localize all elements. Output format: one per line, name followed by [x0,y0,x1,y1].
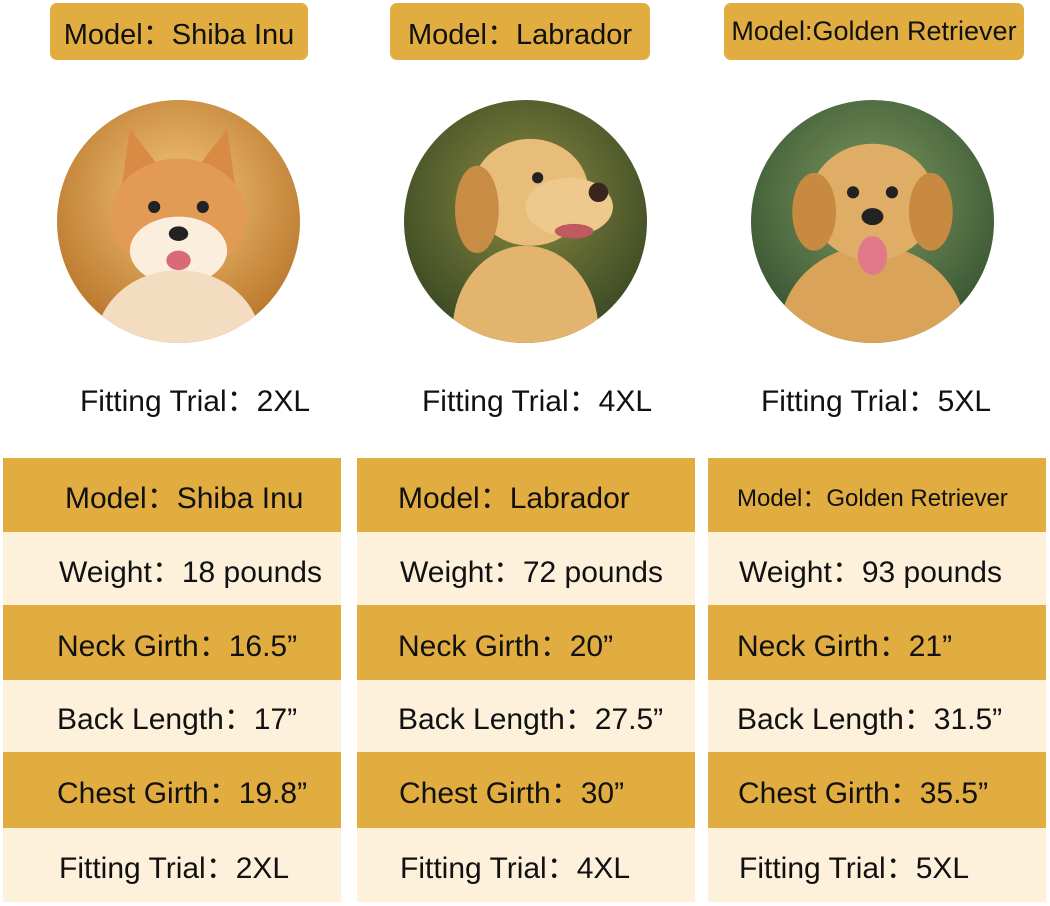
model-label-labrador: Model：Labrador [390,3,650,60]
golden-retriever-photo [751,100,994,343]
model-label-golden-retriever: Model:Golden Retriever [724,3,1024,60]
model-label-shiba-inu: Model：Shiba Inu [50,3,308,60]
table-row-neck-girth: Neck Girth：21” [708,605,1046,680]
table-row-back-length: Back Length：31.5” [708,680,1046,752]
table-row-back-length: Back Length：27.5” [357,680,695,752]
labrador-photo [404,100,647,343]
table-row-model: Model：Golden Retriever [708,458,1046,532]
table-row-weight: Weight：18 pounds [3,532,341,605]
shiba-inu-photo [57,100,300,343]
size-table-shiba-inu: Model：Shiba Inu Weight：18 pounds Neck Gi… [3,458,341,902]
table-row-chest-girth: Chest Girth：35.5” [708,752,1046,828]
table-row-neck-girth: Neck Girth：16.5” [3,605,341,680]
table-row-back-length: Back Length：17” [3,680,341,752]
table-row-fitting-trial: Fitting Trial：2XL [3,828,341,902]
table-row-fitting-trial: Fitting Trial：5XL [708,828,1046,902]
fitting-trial-caption-golden-retriever: Fitting Trial：5XL [760,385,992,418]
size-table-golden-retriever: Model：Golden Retriever Weight：93 pounds … [708,458,1046,902]
table-row-weight: Weight：72 pounds [357,532,695,605]
table-row-chest-girth: Chest Girth：30” [357,752,695,828]
table-row-fitting-trial: Fitting Trial：4XL [357,828,695,902]
table-row-model: Model：Shiba Inu [3,458,341,532]
size-table-labrador: Model：Labrador Weight：72 pounds Neck Gir… [357,458,695,902]
fitting-trial-caption-shiba-inu: Fitting Trial：2XL [79,385,311,418]
table-row-neck-girth: Neck Girth：20” [357,605,695,680]
table-row-chest-girth: Chest Girth：19.8” [3,752,341,828]
fitting-trial-caption-labrador: Fitting Trial：4XL [421,385,653,418]
table-row-model: Model：Labrador [357,458,695,532]
table-row-weight: Weight：93 pounds [708,532,1046,605]
